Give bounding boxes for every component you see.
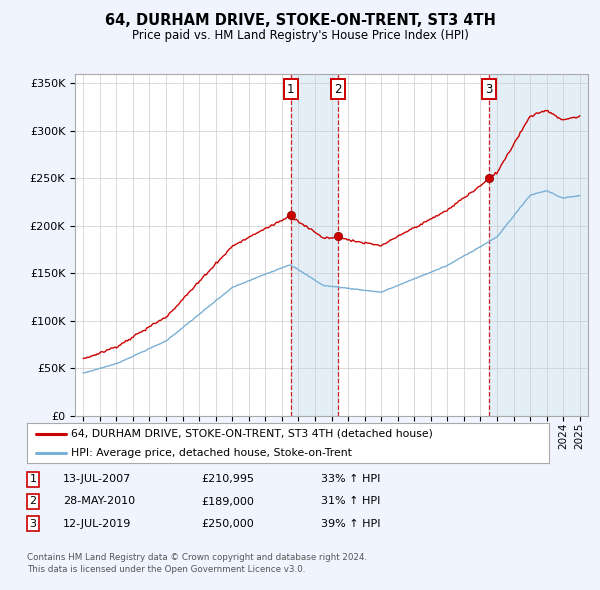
Text: This data is licensed under the Open Government Licence v3.0.: This data is licensed under the Open Gov… — [27, 565, 305, 574]
Text: 64, DURHAM DRIVE, STOKE-ON-TRENT, ST3 4TH: 64, DURHAM DRIVE, STOKE-ON-TRENT, ST3 4T… — [104, 13, 496, 28]
Text: HPI: Average price, detached house, Stoke-on-Trent: HPI: Average price, detached house, Stok… — [71, 448, 352, 458]
Text: 31% ↑ HPI: 31% ↑ HPI — [321, 497, 380, 506]
Text: £189,000: £189,000 — [201, 497, 254, 506]
Bar — [489, 74, 588, 416]
Text: £250,000: £250,000 — [201, 519, 254, 529]
Text: 3: 3 — [29, 519, 37, 529]
Text: 1: 1 — [29, 474, 37, 484]
Text: 64, DURHAM DRIVE, STOKE-ON-TRENT, ST3 4TH (detached house): 64, DURHAM DRIVE, STOKE-ON-TRENT, ST3 4T… — [71, 429, 433, 439]
Text: Contains HM Land Registry data © Crown copyright and database right 2024.: Contains HM Land Registry data © Crown c… — [27, 553, 367, 562]
Text: 13-JUL-2007: 13-JUL-2007 — [63, 474, 131, 484]
Text: 12-JUL-2019: 12-JUL-2019 — [63, 519, 131, 529]
Text: 2: 2 — [335, 83, 342, 96]
Text: 39% ↑ HPI: 39% ↑ HPI — [321, 519, 380, 529]
Text: 28-MAY-2010: 28-MAY-2010 — [63, 497, 135, 506]
Text: 1: 1 — [287, 83, 295, 96]
Text: Price paid vs. HM Land Registry's House Price Index (HPI): Price paid vs. HM Land Registry's House … — [131, 29, 469, 42]
Text: £210,995: £210,995 — [201, 474, 254, 484]
Text: 2: 2 — [29, 497, 37, 506]
Bar — [290, 74, 338, 416]
Text: 33% ↑ HPI: 33% ↑ HPI — [321, 474, 380, 484]
Text: 3: 3 — [485, 83, 493, 96]
